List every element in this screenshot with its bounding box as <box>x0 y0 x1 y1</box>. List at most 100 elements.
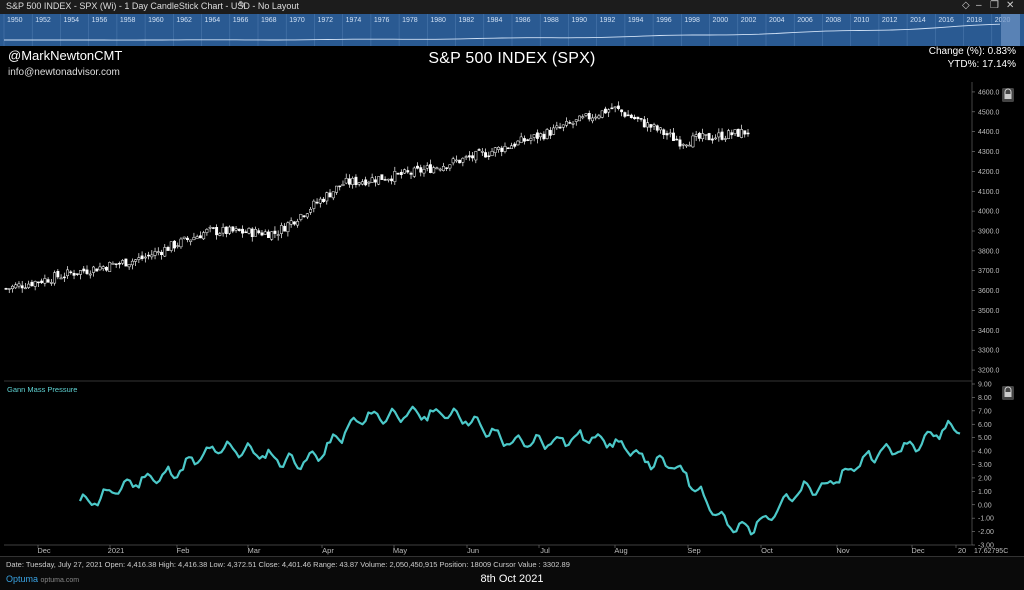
candle-body <box>510 145 513 149</box>
candle <box>267 229 270 238</box>
minimize-icon[interactable]: – <box>976 0 982 11</box>
overview-year-label: 2006 <box>797 17 813 24</box>
candle <box>412 166 416 178</box>
restore-icon[interactable]: ❐ <box>990 0 999 11</box>
change-percent: Change (%): 0.83% <box>928 46 1016 57</box>
candle-body <box>578 115 581 122</box>
candle-body <box>681 144 685 146</box>
indicator-y-tick-label: 8.00 <box>978 395 992 402</box>
candle <box>584 113 588 118</box>
candle <box>198 231 202 239</box>
candle-body <box>506 147 510 150</box>
candle <box>59 274 63 280</box>
candle-body <box>429 164 432 173</box>
candle <box>143 253 147 263</box>
overview-year-label: 2000 <box>713 17 729 24</box>
candle <box>179 237 183 249</box>
candle-body <box>198 235 202 239</box>
status-info: Date: Tuesday, July 27, 2021 Open: 4,416… <box>6 560 570 569</box>
candle-body <box>519 136 523 143</box>
candle <box>276 230 280 241</box>
candle <box>234 225 238 233</box>
y-tick-label: 4000.0 <box>978 209 1000 216</box>
candle <box>717 128 721 142</box>
x-tick-label: May <box>393 546 407 555</box>
candle-body <box>526 139 530 141</box>
candle-body <box>276 234 280 236</box>
candle-body <box>548 130 552 136</box>
candle <box>662 128 666 139</box>
candle <box>75 273 79 277</box>
candle <box>322 197 325 203</box>
candle <box>438 167 442 172</box>
candle <box>173 239 176 252</box>
candle-body <box>254 229 257 237</box>
candle <box>270 231 274 241</box>
candle-body <box>454 159 458 162</box>
candle-body <box>503 146 507 152</box>
candle-body <box>636 116 640 120</box>
candle <box>425 162 429 172</box>
candle <box>36 281 40 288</box>
overview-year-label: 1966 <box>233 17 249 24</box>
candle-body <box>59 277 63 280</box>
cursor-value-label: 17.62795C <box>974 548 1008 555</box>
window-title: S&P 500 INDEX - SPX (Wi) - 1 Day CandleS… <box>6 1 299 11</box>
indicator-y-tick-label: 0.00 <box>978 502 992 509</box>
candle-body <box>344 178 348 184</box>
candle-body <box>7 288 11 290</box>
candle <box>746 128 750 137</box>
candle <box>535 129 539 144</box>
candle <box>458 159 462 164</box>
candle <box>257 228 261 235</box>
candle-body <box>208 226 212 229</box>
candle-body <box>467 155 471 158</box>
candle <box>490 147 494 157</box>
candle <box>480 148 484 156</box>
candle-body <box>701 133 705 139</box>
candle <box>620 109 624 117</box>
candle-body <box>675 138 679 141</box>
candle-body <box>341 183 345 186</box>
candle-body <box>75 273 79 275</box>
candle-body <box>309 209 313 213</box>
candle-body <box>163 247 167 257</box>
overview-year-label: 1950 <box>7 17 23 24</box>
candle-body <box>173 240 176 249</box>
y-tick-label: 3500.0 <box>978 308 1000 315</box>
y-tick-label: 3400.0 <box>978 328 1000 335</box>
candle-body <box>545 129 549 139</box>
candle <box>646 117 650 132</box>
candle <box>117 261 121 269</box>
x-tick-label: Jun <box>467 546 479 555</box>
candle <box>743 130 747 138</box>
candle <box>487 151 491 160</box>
candle-body <box>205 229 209 233</box>
candle-body <box>202 232 206 240</box>
candle-body <box>121 260 125 264</box>
candle-body <box>160 251 163 256</box>
lock-icon[interactable] <box>1002 386 1014 400</box>
candle <box>147 251 151 260</box>
close-icon[interactable]: ✕ <box>1006 0 1015 11</box>
candle-body <box>72 272 76 276</box>
edit-pencil-icon[interactable]: ✎ <box>238 0 247 11</box>
candle <box>153 247 157 260</box>
candle <box>552 124 556 136</box>
candle <box>516 139 520 146</box>
candle-body <box>296 221 300 226</box>
candle <box>160 249 163 260</box>
candle <box>95 268 99 272</box>
candle-body <box>11 285 14 290</box>
candle-body <box>500 147 504 152</box>
candle <box>548 127 552 139</box>
candle-body <box>607 109 611 113</box>
candle-body <box>419 167 423 173</box>
candle-body <box>552 127 556 135</box>
candle-body <box>730 132 734 136</box>
lock-icon[interactable] <box>1002 88 1014 102</box>
candle <box>176 242 180 249</box>
diamond-icon[interactable]: ◇ <box>962 0 970 11</box>
candle-body <box>62 276 66 279</box>
